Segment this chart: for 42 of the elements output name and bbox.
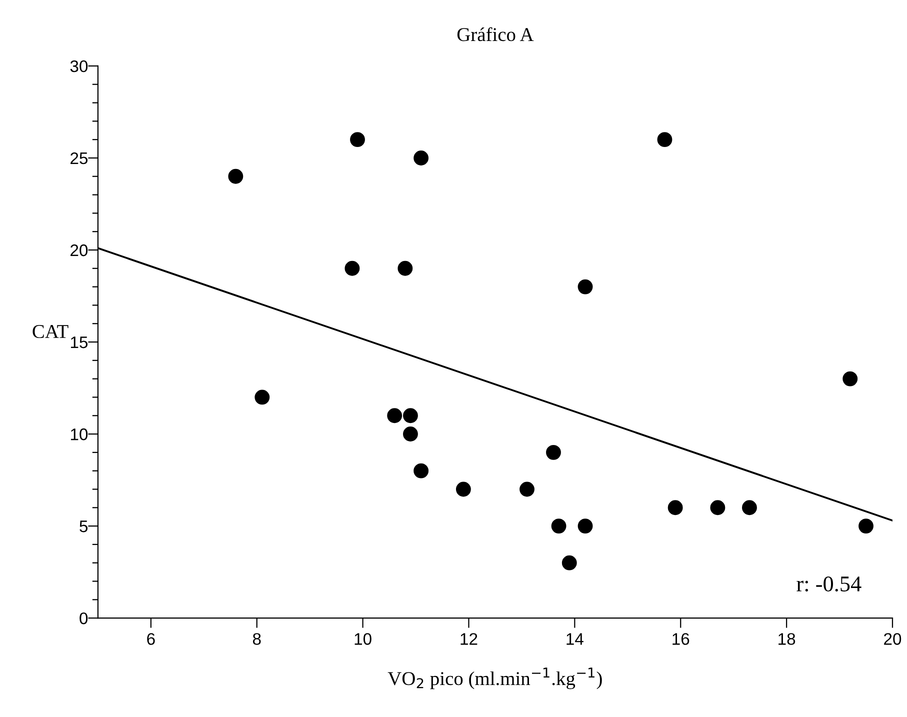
point [578, 518, 593, 534]
point [520, 482, 534, 497]
chart-title: Gráfico A [457, 27, 534, 42]
point [668, 500, 683, 516]
point [546, 444, 561, 460]
point [710, 500, 726, 516]
annotation: r: -0.54 [796, 576, 862, 592]
y-tick-label: 30 [70, 60, 88, 72]
point [387, 408, 402, 424]
point [562, 555, 577, 570]
y-tick-label: 10 [70, 428, 88, 440]
point [403, 408, 418, 424]
point [254, 390, 270, 405]
y-axis-title: CAT [32, 324, 68, 338]
point [414, 150, 429, 166]
point [398, 260, 413, 276]
y-tick-label: 5 [80, 520, 88, 532]
x-tick-label: 6 [147, 633, 155, 645]
point [350, 132, 365, 148]
y-tick-label: 0 [80, 612, 88, 624]
y-tick-label: 25 [70, 152, 88, 164]
point [742, 500, 757, 516]
point [344, 260, 360, 276]
point [456, 482, 471, 497]
y-tick-label: 15 [70, 336, 88, 348]
point [578, 279, 593, 294]
x-tick-label: 16 [672, 633, 690, 645]
x-tick-label: 8 [252, 633, 261, 645]
x-tick-label: 10 [354, 633, 372, 645]
point [403, 426, 418, 442]
point [228, 168, 244, 184]
x-tick-label: 20 [884, 633, 902, 645]
point [657, 132, 672, 148]
y-tick-label: 20 [70, 244, 88, 256]
x-tick-label: 12 [460, 633, 478, 645]
point [414, 463, 429, 478]
x-tick-label: 18 [778, 633, 796, 645]
point [551, 518, 566, 534]
x-tick-label: 14 [566, 633, 584, 645]
point [842, 371, 858, 386]
point [858, 518, 874, 534]
x-axis-title: VO$_{2}$ pico (ml.min$^{−1}$.kg$^{−1}$) [388, 668, 602, 690]
